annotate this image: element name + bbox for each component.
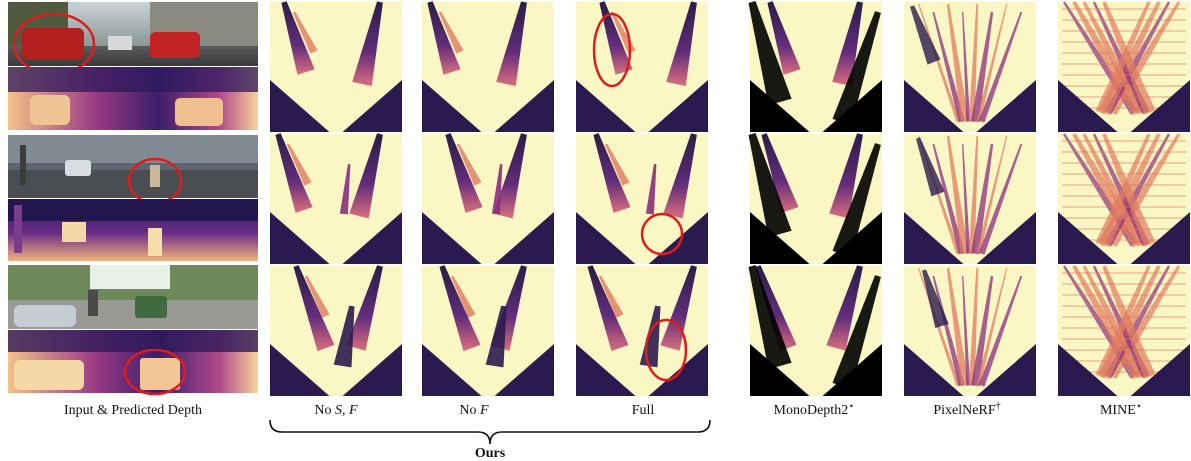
label-monodepth2: MonoDepth2⋆ xyxy=(774,401,855,418)
bev-panel-monodepth2-row-2 xyxy=(748,133,882,264)
label-pixelnerf: PixelNeRF† xyxy=(933,401,1000,418)
input-column xyxy=(8,2,258,396)
caption-input: Input & Predicted Depth xyxy=(64,403,202,418)
bev-panel-mine-row-3 xyxy=(1058,265,1190,396)
label-no-s-f: No S, F xyxy=(314,403,358,418)
depth-image-row-2 xyxy=(8,199,258,261)
depth-image-row-3 xyxy=(8,330,258,396)
bev-panel-full-row-1 xyxy=(576,1,708,132)
bev-panel-pixelnerf-row-1 xyxy=(904,2,1036,132)
bev-panel-no-f-row-1 xyxy=(422,1,554,132)
highlight-circle xyxy=(592,12,632,88)
label-ours: Ours xyxy=(475,446,506,461)
ours-brace xyxy=(269,419,711,445)
bev-panel-no-s-f-row-1 xyxy=(270,1,402,132)
highlight-circle xyxy=(640,212,684,256)
input-image-row-2 xyxy=(8,135,258,205)
bev-panel-no-f-row-2 xyxy=(422,133,554,264)
depth-image-row-1 xyxy=(8,67,258,130)
bev-panel-no-f-row-3 xyxy=(422,265,554,396)
bev-panel-mine-row-2 xyxy=(1058,133,1190,264)
bev-panel-monodepth2-row-3 xyxy=(748,265,882,396)
label-full: Full xyxy=(632,403,655,418)
label-no-f: No F xyxy=(459,403,489,418)
bev-panel-full-row-3 xyxy=(576,265,708,396)
bev-panels xyxy=(270,1,1190,396)
input-image-row-3 xyxy=(8,265,258,329)
bev-panel-full-row-2 xyxy=(576,133,708,264)
label-mine: MINE⋆ xyxy=(1100,401,1142,418)
highlight-circle xyxy=(644,318,688,382)
bev-panel-no-s-f-row-3 xyxy=(270,265,402,396)
bev-panel-monodepth2-row-1 xyxy=(748,1,882,132)
input-image-row-1 xyxy=(8,2,258,76)
bev-panel-pixelnerf-row-2 xyxy=(904,134,1036,264)
bev-panel-no-s-f-row-2 xyxy=(270,133,402,264)
bev-panel-mine-row-1 xyxy=(1058,1,1190,132)
highlight-circle xyxy=(123,348,187,396)
bev-panel-pixelnerf-row-3 xyxy=(904,266,1036,396)
